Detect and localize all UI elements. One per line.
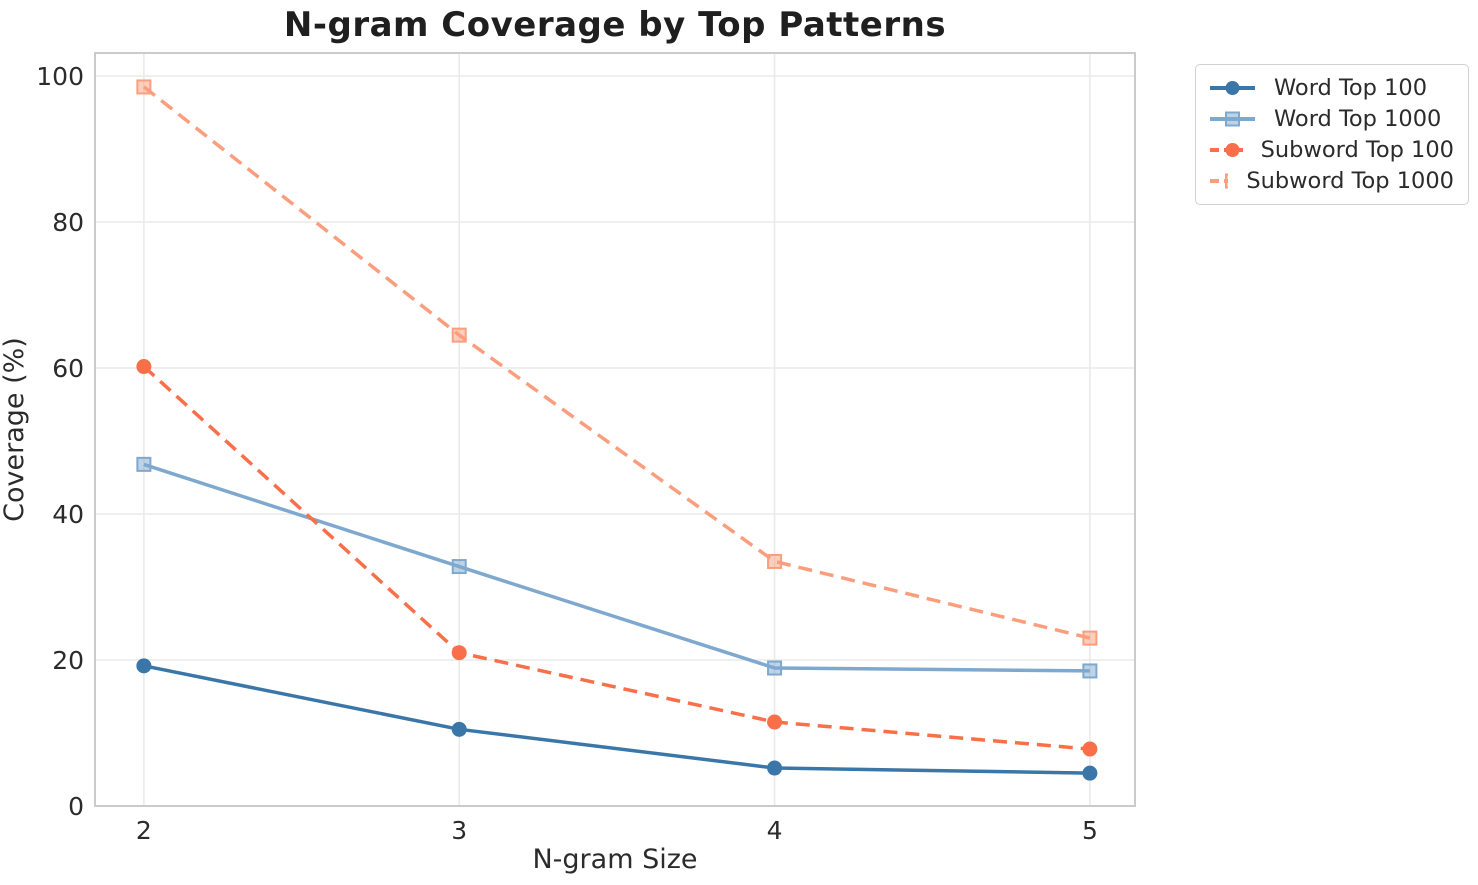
legend-label: Subword Top 100 <box>1260 137 1454 163</box>
data-point-circle <box>767 760 783 776</box>
y-tick-label: 40 <box>52 500 84 529</box>
data-point-square <box>136 456 152 472</box>
legend: Word Top 100 Word Top 1000 Subword Top 100… <box>1195 64 1469 205</box>
y-axis-label: Coverage (%) <box>0 337 30 522</box>
axes-spines <box>94 52 1136 807</box>
data-point-circle <box>1082 741 1098 757</box>
legend-entry: Subword Top 100 <box>1209 137 1454 163</box>
data-point-square <box>767 660 783 676</box>
data-point-circle <box>767 714 783 730</box>
data-point-circle <box>451 645 467 661</box>
legend-entry: Word Top 100 <box>1209 75 1454 101</box>
legend-entry: Subword Top 1000 <box>1209 168 1454 194</box>
data-point-square <box>451 559 467 575</box>
legend-label: Word Top 1000 <box>1274 106 1442 132</box>
legend-sample-square-icon <box>1210 173 1229 189</box>
x-tick-label: 2 <box>136 816 152 845</box>
x-tick-label: 4 <box>767 816 783 845</box>
legend-label: Subword Top 1000 <box>1246 168 1454 194</box>
y-tick-label: 20 <box>52 646 84 675</box>
series-line-subword-top-100 <box>142 365 1091 751</box>
y-tick-label: 80 <box>52 208 84 237</box>
x-tick-label: 3 <box>451 816 467 845</box>
data-point-square <box>767 553 783 569</box>
data-point-circle <box>451 721 467 737</box>
data-point-circle <box>136 658 152 674</box>
y-tick-label: 60 <box>52 354 84 383</box>
data-point-square <box>136 79 152 95</box>
series-line-word-top-1000 <box>143 462 1090 673</box>
chart-title: N-gram Coverage by Top Patterns <box>283 5 947 45</box>
y-tick-label: 100 <box>36 62 84 91</box>
x-tick-label: 5 <box>1082 816 1098 845</box>
data-point-square <box>1082 663 1098 679</box>
legend-label: Word Top 100 <box>1274 75 1428 101</box>
series-line-word-top-100 <box>143 664 1090 775</box>
legend-sample-circle-icon <box>1210 143 1243 157</box>
data-point-circle <box>1082 765 1098 781</box>
legend-entry: Word Top 1000 <box>1209 106 1454 132</box>
legend-sample-square-icon <box>1210 111 1255 127</box>
x-axis-label: N-gram Size <box>532 844 697 875</box>
series-line-subword-top-1000 <box>142 85 1091 640</box>
y-tick-label: 0 <box>68 792 84 821</box>
data-point-square <box>451 327 467 343</box>
legend-sample-circle-icon <box>1210 81 1255 95</box>
data-point-circle <box>136 359 152 375</box>
data-point-square <box>1082 630 1098 646</box>
